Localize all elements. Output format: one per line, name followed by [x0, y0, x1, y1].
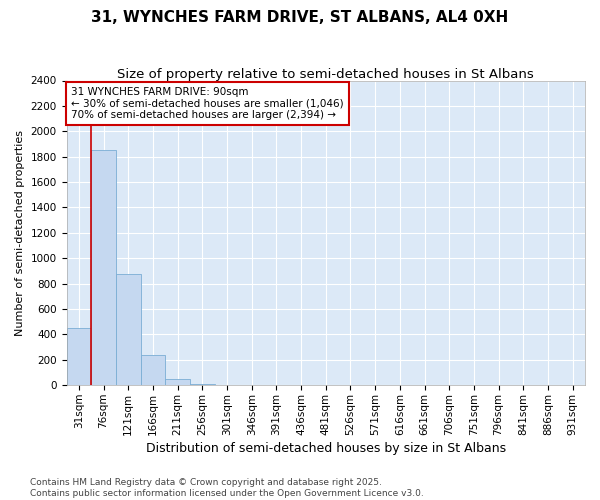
Bar [67, 328, 91, 386]
Y-axis label: Number of semi-detached properties: Number of semi-detached properties [15, 130, 25, 336]
Bar [190, 384, 215, 386]
Bar [140, 355, 165, 386]
Text: Contains HM Land Registry data © Crown copyright and database right 2025.
Contai: Contains HM Land Registry data © Crown c… [30, 478, 424, 498]
Bar [215, 385, 239, 386]
Bar [116, 274, 140, 386]
Title: Size of property relative to semi-detached houses in St Albans: Size of property relative to semi-detach… [118, 68, 534, 80]
Bar [91, 150, 116, 386]
X-axis label: Distribution of semi-detached houses by size in St Albans: Distribution of semi-detached houses by … [146, 442, 506, 455]
Bar [165, 379, 190, 386]
Text: 31 WYNCHES FARM DRIVE: 90sqm
← 30% of semi-detached houses are smaller (1,046)
7: 31 WYNCHES FARM DRIVE: 90sqm ← 30% of se… [71, 87, 344, 120]
Text: 31, WYNCHES FARM DRIVE, ST ALBANS, AL4 0XH: 31, WYNCHES FARM DRIVE, ST ALBANS, AL4 0… [91, 10, 509, 25]
